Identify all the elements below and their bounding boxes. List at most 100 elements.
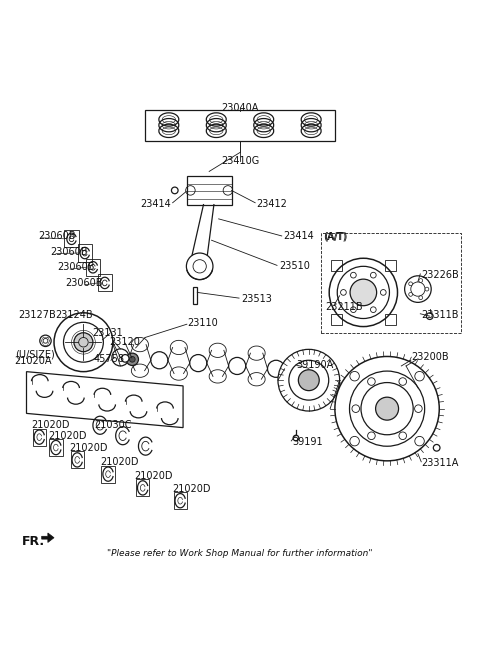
Text: 23510: 23510 <box>279 261 310 272</box>
Circle shape <box>289 360 329 400</box>
Circle shape <box>368 432 375 440</box>
Circle shape <box>130 356 135 362</box>
Circle shape <box>335 356 439 461</box>
Text: 23060B: 23060B <box>50 247 88 257</box>
Circle shape <box>112 349 129 366</box>
Bar <box>71 451 84 468</box>
Text: 21020D: 21020D <box>135 471 173 481</box>
Circle shape <box>415 371 424 381</box>
Text: 21020D: 21020D <box>69 443 108 453</box>
Circle shape <box>425 287 429 291</box>
Circle shape <box>409 282 412 286</box>
Circle shape <box>415 436 424 446</box>
Text: "Please refer to Work Shop Manual for further information": "Please refer to Work Shop Manual for fu… <box>107 549 373 558</box>
Text: 21030C: 21030C <box>94 420 132 430</box>
Bar <box>33 428 46 445</box>
Circle shape <box>433 445 440 451</box>
Text: 21020D: 21020D <box>172 484 211 494</box>
Circle shape <box>126 353 138 365</box>
Circle shape <box>399 378 407 385</box>
Circle shape <box>278 350 340 411</box>
Bar <box>145 110 335 140</box>
Polygon shape <box>26 372 183 428</box>
Circle shape <box>381 289 386 295</box>
Text: 45758: 45758 <box>94 354 125 364</box>
Circle shape <box>74 333 93 352</box>
Text: (A/T): (A/T) <box>323 232 347 241</box>
Text: 23311A: 23311A <box>421 459 458 468</box>
Text: FR.: FR. <box>22 535 45 548</box>
Circle shape <box>341 289 346 295</box>
Text: 23124B: 23124B <box>55 310 93 320</box>
Circle shape <box>121 355 129 362</box>
Circle shape <box>350 307 356 312</box>
Circle shape <box>40 335 51 346</box>
Text: 23060B: 23060B <box>57 262 95 272</box>
Circle shape <box>63 322 103 362</box>
Circle shape <box>349 371 425 446</box>
Circle shape <box>350 279 377 306</box>
Circle shape <box>399 432 407 440</box>
Circle shape <box>419 296 422 300</box>
Bar <box>64 230 79 247</box>
Circle shape <box>329 258 397 327</box>
Bar <box>97 274 112 291</box>
Text: 39190A: 39190A <box>296 360 333 370</box>
Text: 21020D: 21020D <box>48 431 86 441</box>
Circle shape <box>409 293 412 297</box>
Text: 23513: 23513 <box>241 294 272 304</box>
Bar <box>331 260 342 271</box>
Text: 23414: 23414 <box>284 232 314 241</box>
Text: 23060B: 23060B <box>38 232 76 241</box>
Text: 23200B: 23200B <box>411 352 448 362</box>
Circle shape <box>352 405 360 413</box>
Text: 23414: 23414 <box>141 199 171 209</box>
Circle shape <box>415 405 422 413</box>
Circle shape <box>293 435 299 441</box>
Text: (U/SIZE): (U/SIZE) <box>14 349 54 359</box>
Circle shape <box>228 358 246 375</box>
Circle shape <box>190 355 207 372</box>
Text: 23226B: 23226B <box>421 270 459 280</box>
Text: 23211B: 23211B <box>325 302 363 312</box>
Text: 23127B: 23127B <box>18 310 56 320</box>
Bar <box>49 439 62 456</box>
Circle shape <box>411 282 425 297</box>
Circle shape <box>405 276 431 302</box>
Bar <box>321 233 461 333</box>
Bar <box>86 258 100 276</box>
Text: 39191: 39191 <box>292 437 323 447</box>
Text: 23110: 23110 <box>187 318 217 328</box>
Circle shape <box>361 382 413 435</box>
Circle shape <box>426 313 433 319</box>
Bar <box>174 492 187 509</box>
Circle shape <box>375 397 398 420</box>
Circle shape <box>299 370 319 390</box>
Text: 23410G: 23410G <box>221 157 259 167</box>
Circle shape <box>419 279 422 283</box>
Circle shape <box>337 266 389 319</box>
Bar <box>384 314 396 325</box>
Bar <box>101 466 115 483</box>
Circle shape <box>368 378 375 385</box>
Bar <box>384 260 396 271</box>
Text: 23311B: 23311B <box>421 310 459 319</box>
Bar <box>331 314 342 325</box>
Text: 23060B: 23060B <box>65 278 103 288</box>
Circle shape <box>151 352 168 369</box>
Circle shape <box>350 272 356 278</box>
Circle shape <box>371 272 376 278</box>
Text: 23040A: 23040A <box>221 104 259 113</box>
Text: 23131: 23131 <box>92 328 123 338</box>
Text: 21020D: 21020D <box>31 420 70 430</box>
Circle shape <box>350 371 360 381</box>
Bar <box>78 245 92 262</box>
Bar <box>192 287 197 304</box>
Text: 23412: 23412 <box>257 199 288 209</box>
Circle shape <box>186 253 213 279</box>
Circle shape <box>371 307 376 312</box>
Circle shape <box>267 360 285 377</box>
Text: (A/T): (A/T) <box>324 232 348 241</box>
Text: 23120: 23120 <box>109 337 141 347</box>
Circle shape <box>350 436 360 446</box>
